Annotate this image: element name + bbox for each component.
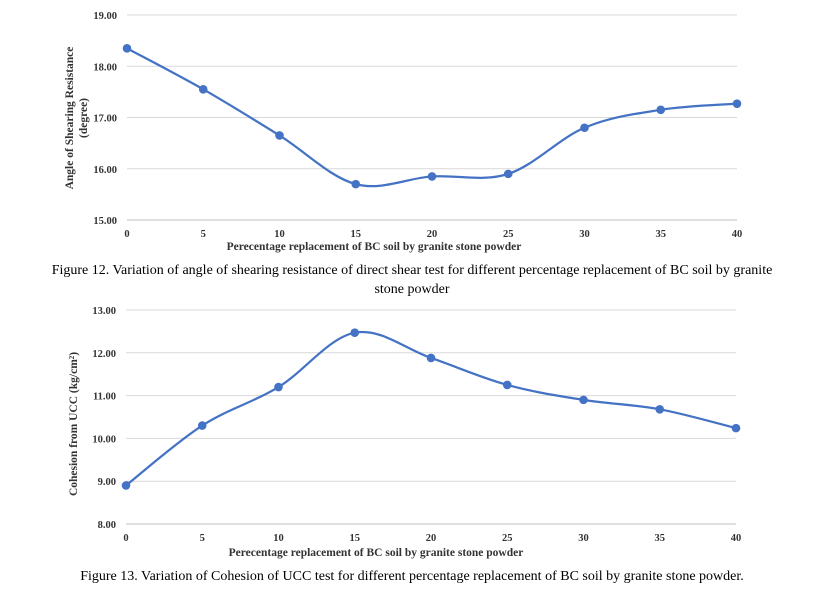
x-tick-label: 35 xyxy=(655,533,666,544)
chart-angle-of-shearing-resistance: 15.00 16.00 17.00 18.00 19.00 0 5 10 15 20 25 30 35… xyxy=(52,11,773,297)
x-tick-label: 5 xyxy=(201,229,206,240)
y-tick-label: 10.00 xyxy=(92,434,116,445)
data-point xyxy=(350,328,360,337)
x-tick-label: 30 xyxy=(579,229,590,240)
y-tick-label: 18.00 xyxy=(93,62,117,73)
x-tick-label: 0 xyxy=(124,229,129,240)
figure-12-caption-line-1: Figure 12. Variation of angle of shearin… xyxy=(52,263,773,278)
y-tick-label: 19.00 xyxy=(93,11,117,22)
y-gridlines xyxy=(127,14,737,221)
y-axis-label: Cohesion from UCC (kg/cm²) xyxy=(68,352,80,496)
figure-13-caption: Figure 13. Variation of Cohesion of UCC … xyxy=(80,569,744,584)
x-tick-label: 25 xyxy=(503,229,514,240)
data-point xyxy=(274,382,283,392)
data-point xyxy=(580,123,589,133)
y-tick-label: 11.00 xyxy=(93,392,116,403)
data-point xyxy=(197,421,207,430)
data-point xyxy=(655,404,665,414)
data-point xyxy=(502,380,512,390)
data-point xyxy=(579,395,588,405)
y-tick-labels: 15.00 16.00 17.00 18.00 19.00 xyxy=(93,11,117,227)
figure-12-caption-line-2: stone powder xyxy=(374,282,449,297)
y-tick-label: 9.00 xyxy=(98,477,116,488)
series-markers xyxy=(122,44,742,189)
y-gridlines xyxy=(126,309,736,525)
x-tick-label: 10 xyxy=(273,533,284,544)
x-tick-label: 20 xyxy=(427,229,438,240)
x-tick-label: 5 xyxy=(200,533,205,544)
y-tick-label: 13.00 xyxy=(92,306,116,317)
y-axis-label-line-1: Angle of Shearing Resistance xyxy=(64,47,76,190)
data-point xyxy=(731,423,741,433)
data-point xyxy=(426,353,436,363)
y-tick-labels: 8.00 9.00 10.00 11.00 12.00 13.00 xyxy=(92,306,116,531)
data-point xyxy=(198,85,208,94)
data-point xyxy=(656,105,666,115)
x-tick-label: 40 xyxy=(731,533,742,544)
x-tick-label: 25 xyxy=(502,533,513,544)
y-axis-label-line-2: (degree) xyxy=(78,98,90,138)
data-point xyxy=(121,481,131,490)
data-point xyxy=(427,172,437,181)
x-axis-label: Perecentage replacement of BC soil by gr… xyxy=(229,547,524,559)
y-tick-label: 16.00 xyxy=(93,165,117,176)
x-tick-labels: 0 5 10 15 20 25 30 35 40 xyxy=(124,229,742,240)
x-tick-label: 40 xyxy=(732,229,743,240)
x-axis-label: Perecentage replacement of BC soil by gr… xyxy=(227,241,522,253)
data-point xyxy=(122,44,132,53)
x-tick-label: 30 xyxy=(578,533,589,544)
data-point xyxy=(732,99,742,108)
x-tick-label: 10 xyxy=(274,229,285,240)
x-tick-label: 0 xyxy=(123,533,128,544)
y-tick-label: 15.00 xyxy=(93,216,117,227)
x-tick-label: 15 xyxy=(351,229,362,240)
data-point xyxy=(351,179,361,189)
data-point xyxy=(503,169,513,179)
data-point xyxy=(275,131,284,140)
x-tick-label: 35 xyxy=(656,229,667,240)
x-tick-label: 20 xyxy=(426,533,437,544)
y-tick-label: 12.00 xyxy=(92,349,116,360)
chart-cohesion-from-ucc: 8.00 9.00 10.00 11.00 12.00 13.00 0 5 10 15 20 25 3… xyxy=(68,306,744,584)
y-tick-label: 8.00 xyxy=(98,520,116,531)
x-tick-label: 15 xyxy=(350,533,361,544)
series-markers xyxy=(121,328,741,490)
y-tick-label: 17.00 xyxy=(93,114,117,125)
x-tick-labels: 0 5 10 15 20 25 30 35 40 xyxy=(123,533,741,544)
